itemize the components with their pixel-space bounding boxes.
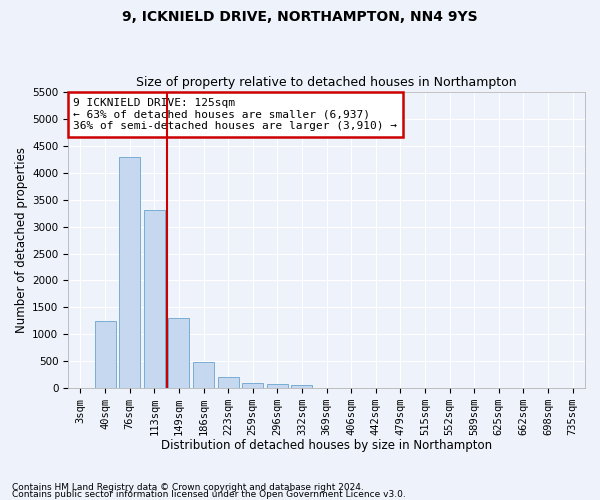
Bar — [242, 382, 263, 388]
Bar — [218, 378, 239, 388]
Bar — [169, 318, 190, 388]
X-axis label: Distribution of detached houses by size in Northampton: Distribution of detached houses by size … — [161, 440, 492, 452]
Bar — [144, 210, 165, 388]
Bar — [95, 321, 116, 388]
Text: Contains HM Land Registry data © Crown copyright and database right 2024.: Contains HM Land Registry data © Crown c… — [12, 484, 364, 492]
Text: 9, ICKNIELD DRIVE, NORTHAMPTON, NN4 9YS: 9, ICKNIELD DRIVE, NORTHAMPTON, NN4 9YS — [122, 10, 478, 24]
Y-axis label: Number of detached properties: Number of detached properties — [15, 147, 28, 333]
Bar — [292, 386, 313, 388]
Text: 9 ICKNIELD DRIVE: 125sqm
← 63% of detached houses are smaller (6,937)
36% of sem: 9 ICKNIELD DRIVE: 125sqm ← 63% of detach… — [73, 98, 397, 131]
Text: Contains public sector information licensed under the Open Government Licence v3: Contains public sector information licen… — [12, 490, 406, 499]
Bar — [119, 156, 140, 388]
Title: Size of property relative to detached houses in Northampton: Size of property relative to detached ho… — [136, 76, 517, 90]
Bar — [267, 384, 288, 388]
Bar — [193, 362, 214, 388]
